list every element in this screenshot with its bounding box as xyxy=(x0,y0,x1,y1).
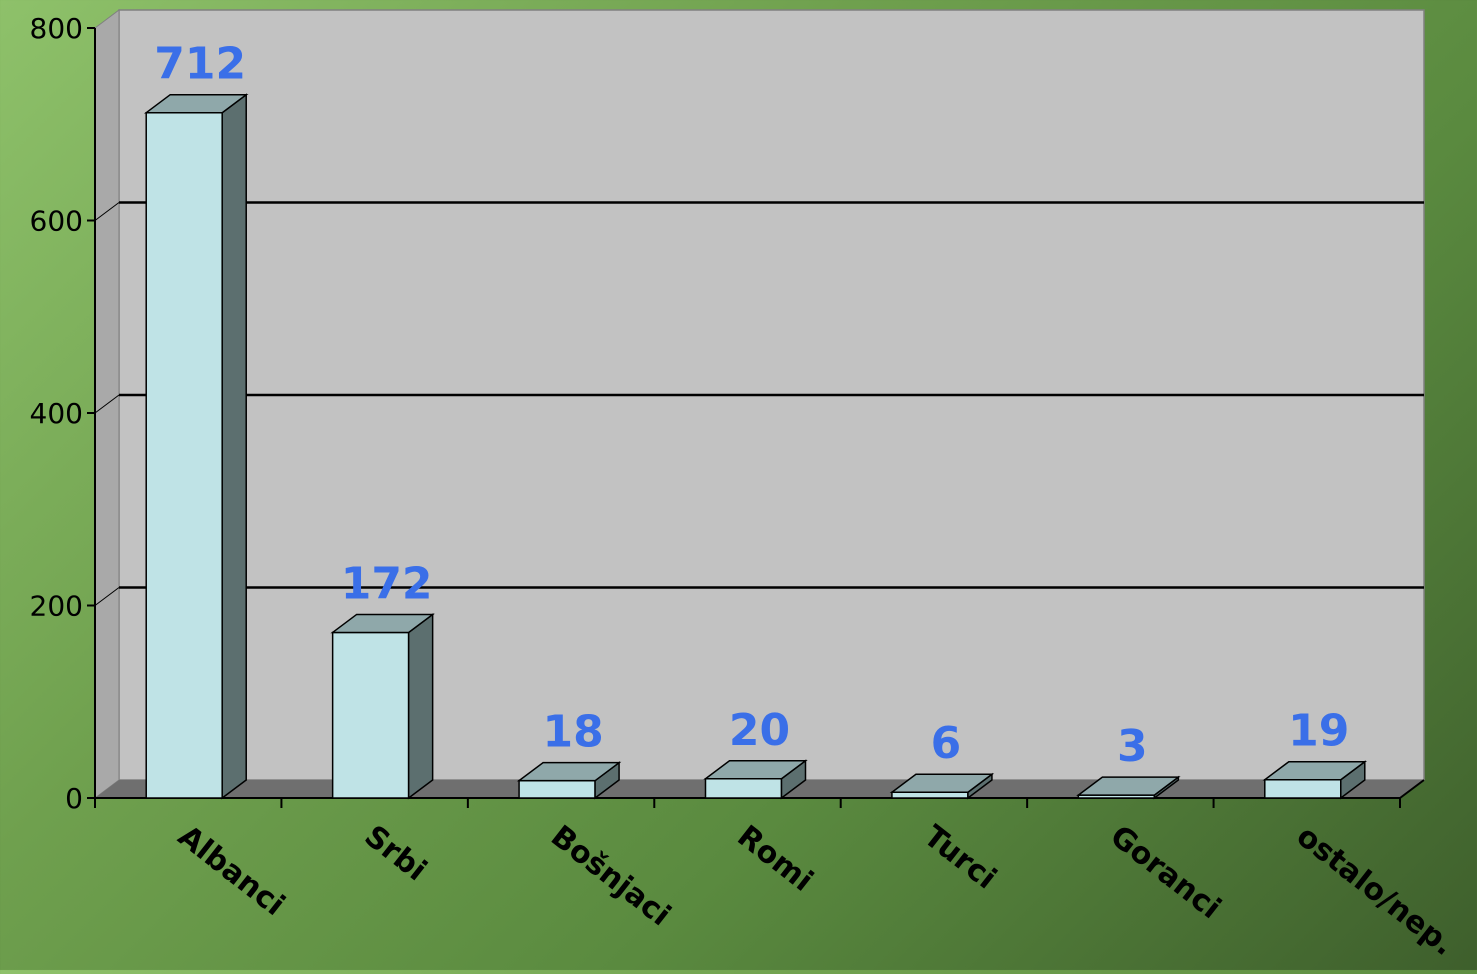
bar xyxy=(1262,760,1368,800)
bar-top xyxy=(703,760,808,780)
bar xyxy=(516,761,622,800)
y-tick-label: 800 xyxy=(30,12,83,45)
bar-top xyxy=(516,761,622,782)
bar-front xyxy=(704,778,783,799)
bar-top xyxy=(1262,760,1368,781)
gridlines xyxy=(94,201,1424,606)
x-axis-end xyxy=(1399,779,1425,799)
y-tick-label: 400 xyxy=(30,397,83,430)
data-label: 3 xyxy=(1117,721,1148,772)
bar-front xyxy=(145,111,223,799)
bar-front xyxy=(331,631,410,799)
gridline-side xyxy=(94,394,120,414)
bar-side xyxy=(221,93,247,800)
bar xyxy=(330,612,435,800)
gridline-side xyxy=(94,587,120,606)
x-tick-label: Srbi xyxy=(358,819,433,889)
bar-front xyxy=(1264,778,1342,799)
gridline-side xyxy=(94,202,120,221)
y-tick-label: 600 xyxy=(30,205,83,238)
bar-front xyxy=(891,791,969,799)
bar-top xyxy=(330,613,435,634)
bar-front xyxy=(518,779,596,799)
y-tick-label: 0 xyxy=(65,782,83,815)
bar-top xyxy=(889,773,995,793)
x-tick-label: Albanci xyxy=(171,819,291,923)
data-label: 18 xyxy=(542,707,603,758)
labels: 712 172 18 20 6 3 19 xyxy=(154,39,1349,772)
bar xyxy=(1076,775,1181,800)
data-label: 172 xyxy=(341,558,433,609)
x-tick-label: Goranci xyxy=(1103,819,1227,926)
x-tick-label: Turci xyxy=(917,819,1003,897)
x-tick-label: Romi xyxy=(731,819,820,899)
bar-side xyxy=(407,612,434,800)
data-label: 712 xyxy=(154,39,246,90)
bar-top xyxy=(1076,776,1181,796)
bar xyxy=(889,772,995,800)
data-label: 20 xyxy=(729,705,790,756)
x-tick-label: ostalo/nep. xyxy=(1290,819,1461,963)
bar xyxy=(703,759,808,800)
y-tick-label: 200 xyxy=(30,590,83,623)
bar xyxy=(143,93,249,800)
bar-top xyxy=(143,93,249,114)
data-label: 19 xyxy=(1288,706,1349,757)
x-tick-label: Bošnjaci xyxy=(544,819,677,934)
plot-area xyxy=(94,9,1425,799)
bars xyxy=(143,93,1368,800)
data-label: 6 xyxy=(931,718,962,769)
